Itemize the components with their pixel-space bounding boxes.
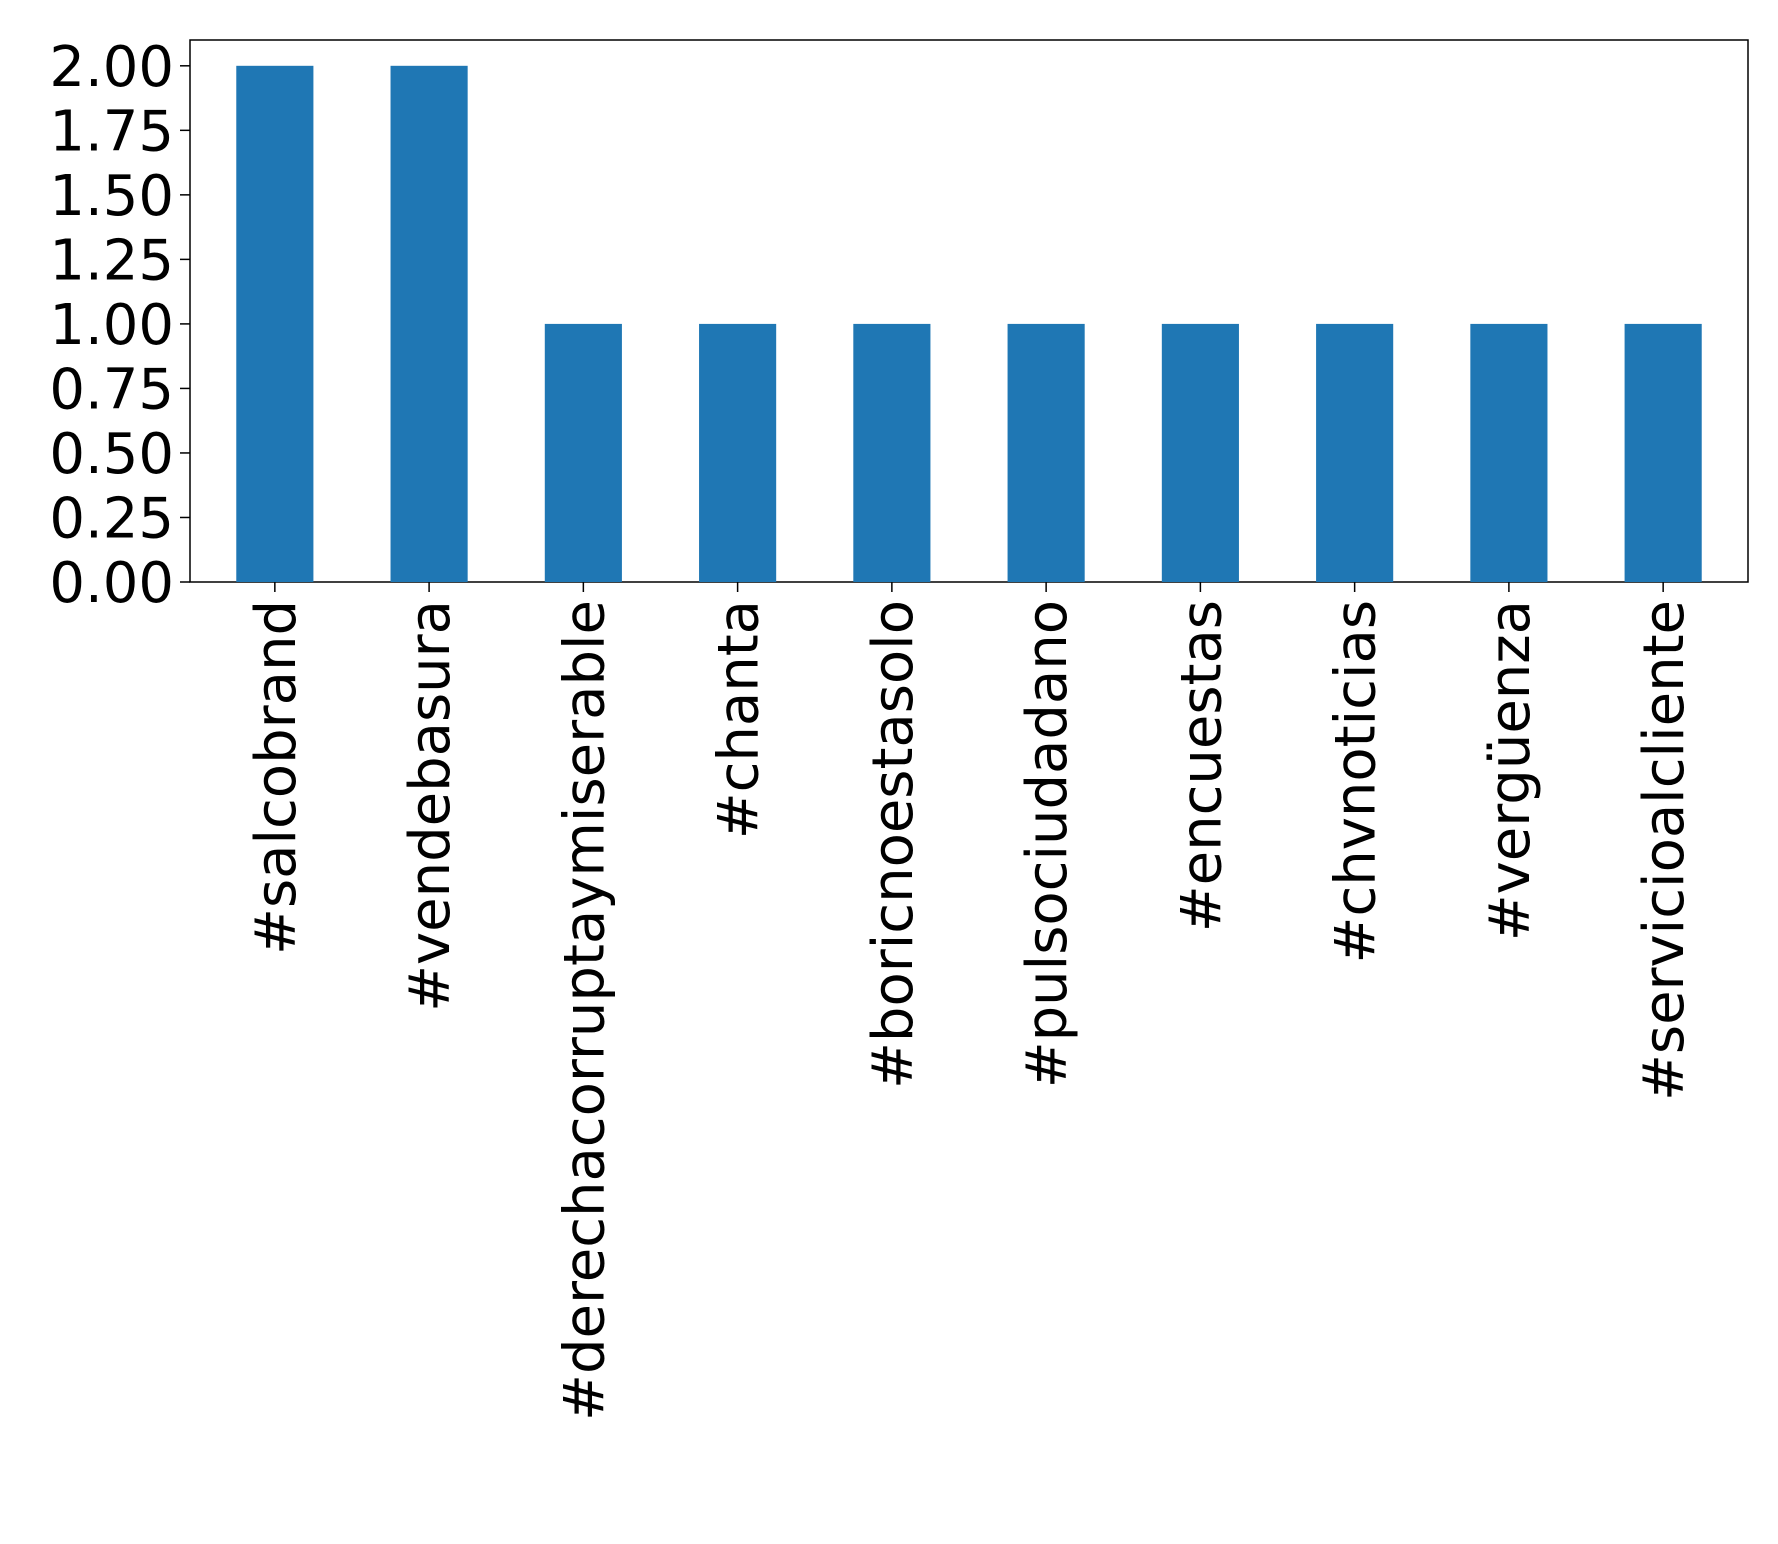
bar-9 [1624,323,1702,582]
bar-4 [853,323,931,582]
y-tick-label: 1.00 [49,293,174,358]
y-tick-label: 1.25 [49,228,174,293]
bar-3 [699,323,777,582]
y-tick-label: 1.50 [49,164,174,229]
x-tick-label: #chanta [707,600,772,839]
axes-frame [189,39,1749,583]
y-tick-label: 2.00 [49,35,174,100]
x-tick-label: #boricnoestasolo [861,600,926,1089]
y-tick-label: 0.50 [49,422,174,487]
y-tick-label: 0.25 [49,486,174,551]
x-tick-label: #vendebasura [398,600,463,1012]
x-axis: #salcobrand #vendebasura #derechacorruptay… [244,582,1697,1421]
x-tick-label: #salcobrand [244,600,309,955]
y-tick-label: 1.75 [49,99,174,164]
bar-0 [236,65,314,582]
y-tick-label: 0.75 [49,357,174,422]
x-tick-label: #vergüenza [1478,600,1543,941]
bar-2 [544,323,622,582]
bar-1 [390,65,468,582]
y-tick-label: 0.00 [49,551,174,616]
bar-6 [1161,323,1239,582]
x-tick-label: #pulsociudadano [1015,600,1080,1088]
bars [236,65,1702,582]
bar-7 [1316,323,1394,582]
bar-8 [1470,323,1548,582]
x-tick-label: #derechacorruptaymiserable [552,600,617,1421]
x-tick-label: #servicioalcliente [1632,600,1697,1101]
bar-5 [1007,323,1085,582]
x-tick-label: #encuestas [1169,600,1234,932]
x-tick-label: #chvnoticias [1324,600,1389,963]
plot-area [189,39,1749,583]
y-axis: 0.000.250.500.751.001.251.501.752.00 [49,35,190,616]
